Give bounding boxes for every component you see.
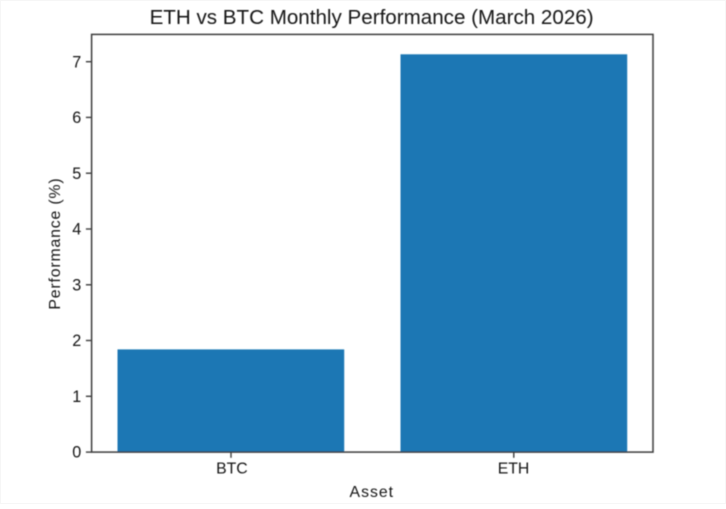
svg-text:1: 1 [72, 388, 81, 406]
svg-text:3: 3 [72, 276, 81, 294]
svg-text:ETH vs BTC Monthly Performance: ETH vs BTC Monthly Performance (March 20… [150, 6, 594, 29]
svg-text:0: 0 [72, 444, 81, 462]
svg-text:Performance (%): Performance (%) [47, 178, 64, 310]
svg-text:BTC: BTC [216, 461, 248, 478]
svg-text:ETH: ETH [498, 461, 530, 478]
svg-text:Asset: Asset [350, 484, 395, 501]
svg-text:2: 2 [72, 332, 81, 350]
svg-text:4: 4 [72, 221, 81, 239]
svg-text:7: 7 [72, 53, 81, 71]
svg-text:6: 6 [72, 109, 81, 127]
svg-text:5: 5 [72, 165, 81, 183]
